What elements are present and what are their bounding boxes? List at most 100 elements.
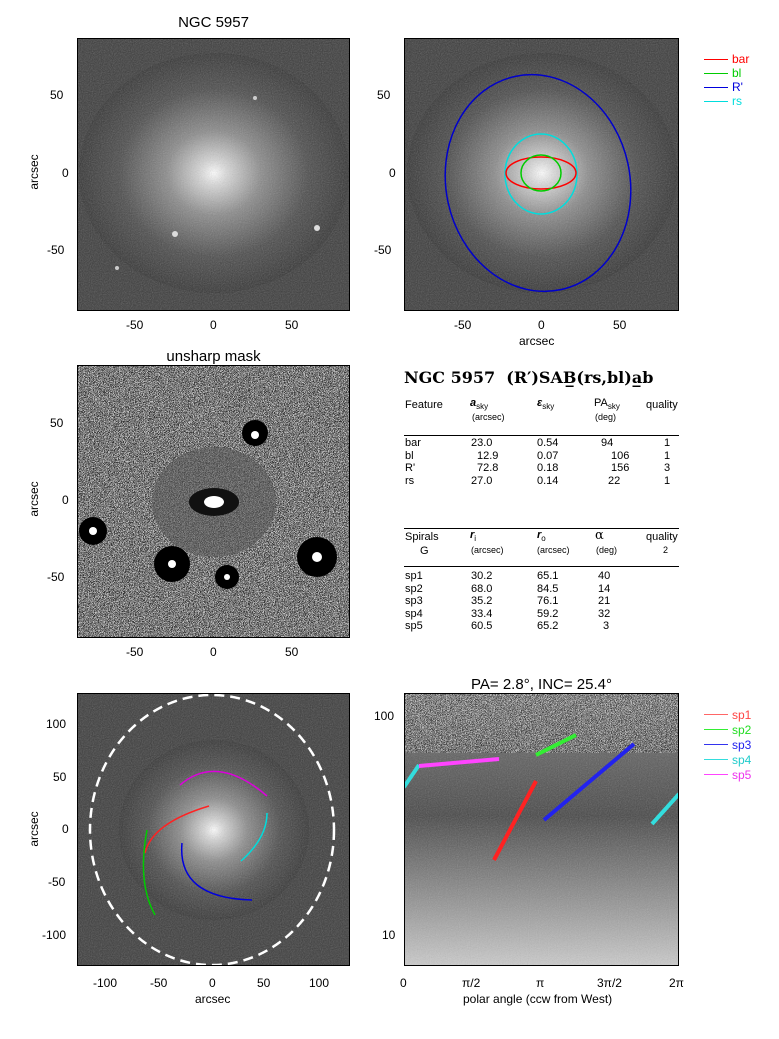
panel-unsharp-xtick: 50 [285, 645, 299, 659]
panel-image-ylabel: arcsec [27, 154, 41, 190]
col-group-header: G [420, 545, 429, 557]
galaxy-image-panel [77, 38, 350, 311]
ellipse-rprime [444, 73, 632, 293]
panel-spirals-ytick: 0 [62, 822, 69, 836]
panel-polar-xtick: 0 [400, 976, 407, 990]
ellipse-rs [504, 133, 578, 215]
polar-arm-sp5 [418, 757, 500, 768]
panel-polar-xtick: π/2 [462, 976, 481, 990]
table-row: sp3 35.2 76.1 21 [405, 595, 611, 607]
table-row: R' 72.8 0.18 156 3 [405, 462, 671, 474]
ellipse-bl [520, 154, 562, 192]
spirals-rows: sp1 30.2 65.1 40 sp2 68.0 84.5 14 sp3 35.2 76.1 2… [405, 570, 680, 633]
table-row: sp5 60.5 65.2 3 [405, 620, 610, 632]
legend-sp1-label: sp1 [732, 707, 752, 722]
col-alpha-unit: (deg) [596, 545, 618, 555]
panel-polar-xtick: π [536, 976, 545, 990]
legend-sp3-label: sp3 [732, 737, 752, 752]
panel-unsharp-ytick: 50 [50, 416, 64, 430]
unsharp-mask-panel [77, 365, 350, 638]
panel-ellipse-xtick: 50 [613, 318, 627, 332]
legend-sp4-label: sp4 [732, 752, 752, 767]
panel-spirals-xtick: 100 [309, 976, 330, 990]
table-row: rs 27.0 0.14 22 1 [405, 474, 671, 487]
panel-ellipse-xtick: -50 [454, 318, 472, 332]
ellipse-fit-image [404, 38, 679, 311]
panel-image-ytick: -50 [47, 243, 65, 257]
panel-spirals-xtick: 50 [257, 976, 271, 990]
panel-unsharp-xtick: -50 [126, 645, 144, 659]
panel-ellipse-xlabel: arcsec [519, 334, 555, 348]
panel-ellipse-ytick: 50 [377, 88, 391, 102]
panel-ellipse-ytick: 0 [389, 166, 396, 180]
panel-polar-ytick: 100 [374, 709, 395, 723]
panel-unsharp-ytick: -50 [47, 570, 65, 584]
panel-spirals-ytick: -100 [42, 928, 67, 942]
panel-polar-xtick: 2π [669, 976, 684, 990]
col-spirals-header: Spirals [405, 531, 439, 543]
legend-bl-label: bl [732, 66, 742, 80]
classification-header: NGC 5957 (R′)SAB̲(rs,bl)a̲b [404, 368, 653, 387]
unsharp-mask-image [77, 365, 350, 638]
col-ri-unit: (arcsec) [471, 545, 504, 555]
panel-spirals-ytick: 50 [53, 770, 67, 784]
polar-arm-sp4b [650, 792, 679, 826]
spiral-quality-value: 2 [663, 545, 669, 555]
legend-rs-label: rs [732, 94, 742, 108]
legend-rprime-label: R' [732, 80, 743, 94]
panel-image-title: NGC 5957 [178, 14, 249, 31]
col-a-unit: (arcsec) [472, 412, 505, 422]
panel-spirals-ylabel: arcsec [27, 811, 41, 847]
col-e-header: εsky [537, 397, 555, 412]
panel-polar-ytick: 10 [382, 928, 396, 942]
panel-spirals-xtick: -100 [93, 976, 118, 990]
panel-spirals-xtick: -50 [150, 976, 168, 990]
panel-spirals-xtick: 0 [209, 976, 216, 990]
polar-plot-image [404, 693, 679, 966]
panel-polar-xtick: 3π/2 [597, 976, 622, 990]
table-row: sp4 33.4 59.2 32 [405, 607, 611, 620]
features-rows: bar 23.0 0.54 94 1 bl 12.9 0.07 106 1 R' 72.8 0.18… [405, 437, 680, 487]
panel-polar-title: PA= 2.8°, INC= 25.4° [471, 676, 612, 693]
panel-unsharp-ylabel: arcsec [27, 481, 41, 517]
col-ro-header: ro [537, 529, 546, 544]
table-row: sp1 30.2 65.1 40 [405, 570, 611, 582]
legend-sp2-label: sp2 [732, 722, 752, 737]
polar-plot-panel [404, 693, 679, 966]
panel-ellipse-xtick: 0 [538, 318, 545, 332]
galaxy-name: NGC 5957 [404, 368, 496, 387]
table-row: bar 23.0 0.54 94 1 [405, 437, 671, 449]
spiral-arms-panel [77, 693, 350, 966]
col-a-header: asky [470, 397, 489, 412]
panel-image-xtick: 0 [210, 318, 217, 332]
panel-image-xtick: -50 [126, 318, 144, 332]
spiral-arm-sp2 [142, 829, 156, 916]
panel-polar-xlabel: polar angle (ccw from West) [463, 992, 613, 1006]
col-feature-header: Feature [405, 399, 443, 411]
col-quality-header: quality [646, 399, 678, 411]
spiral-arm-sp1 [144, 805, 210, 854]
col-pa-unit: (deg) [595, 412, 617, 422]
galaxy-type: (R′)SAB̲(rs,bl)a̲b [506, 368, 654, 387]
panel-spirals-xlabel: arcsec [195, 992, 231, 1006]
table-row: sp2 68.0 84.5 14 [405, 582, 611, 595]
spiral-arm-sp4 [240, 812, 268, 862]
spiral-arms-image [77, 693, 350, 966]
galaxy-image [77, 38, 350, 311]
polar-arm-sp2 [535, 733, 577, 757]
spiral-legend: sp1 sp2 sp3 sp4 sp5 [704, 707, 751, 782]
panel-unsharp-xtick: 0 [210, 645, 217, 659]
polar-arm-sp4a [404, 763, 421, 789]
legend-bar-label: bar [732, 52, 750, 66]
panel-spirals-ytick: -50 [48, 875, 66, 889]
panel-unsharp-title: unsharp mask [166, 348, 261, 365]
polar-arm-sp1 [492, 780, 538, 861]
col-ri-header: ri [470, 529, 477, 544]
ellipse-bar [505, 156, 577, 190]
table-row: bl 12.9 0.07 106 1 [405, 449, 671, 462]
polar-arm-sp3 [542, 742, 636, 822]
panel-image-ytick: 50 [50, 88, 64, 102]
col-pa-header: PAsky [594, 397, 620, 412]
col-alpha-header: α [595, 528, 604, 543]
panel-image-xtick: 50 [285, 318, 299, 332]
